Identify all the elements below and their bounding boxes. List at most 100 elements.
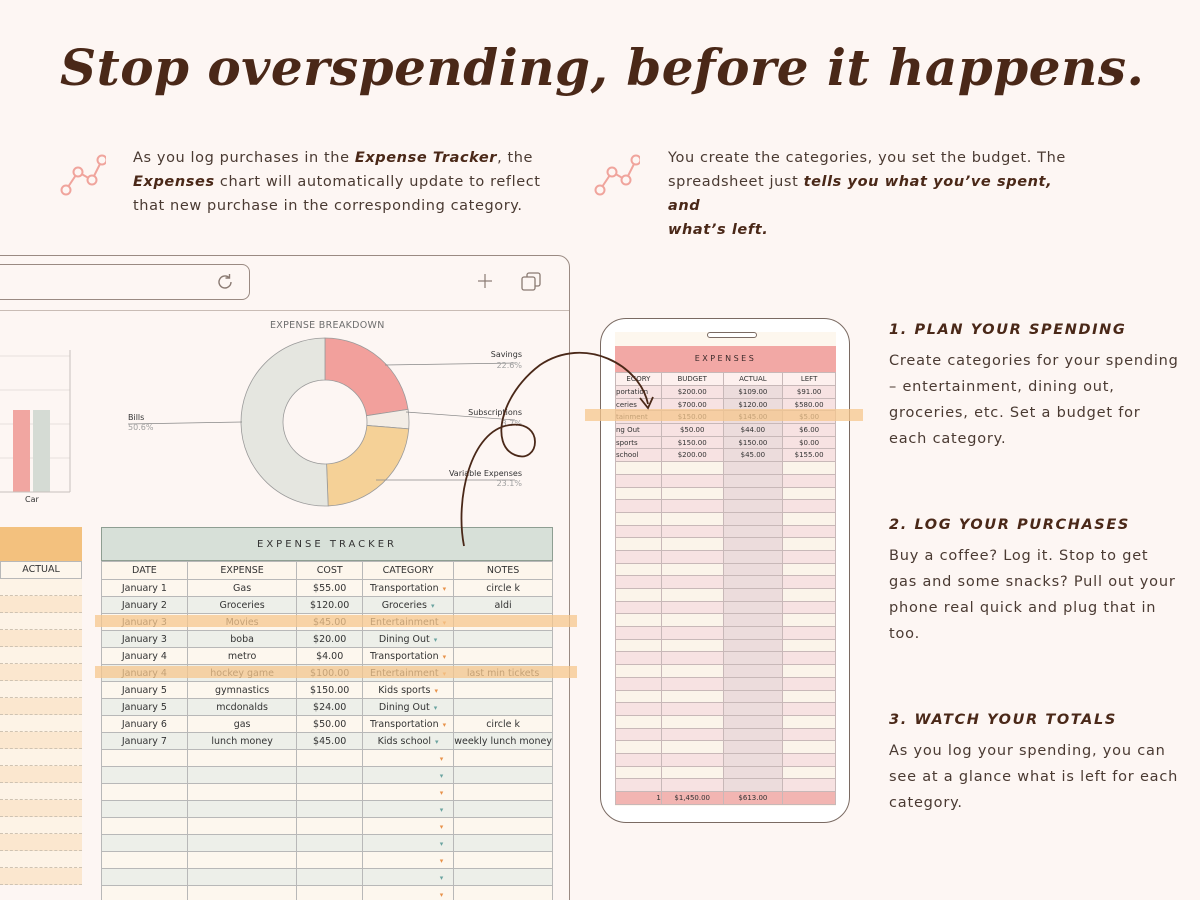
table-cell[interactable]: January 5 — [101, 681, 188, 699]
chevron-down-icon[interactable]: ▾ — [439, 754, 444, 763]
table-cell[interactable] — [101, 766, 188, 784]
table-cell[interactable]: $45.00 — [296, 732, 363, 750]
table-row[interactable]: January 6 gas $50.00 Transportation ▾ circle … — [101, 715, 553, 733]
table-cell[interactable] — [615, 651, 662, 666]
category-select[interactable]: Dining Out ▾ — [361, 698, 455, 716]
table-cell[interactable]: boba — [186, 630, 298, 648]
table-row[interactable]: sports $150.00 $150.00 $0.00 — [615, 435, 836, 450]
table-cell[interactable]: $700.00 — [660, 397, 724, 412]
table-cell[interactable] — [296, 800, 363, 818]
category-select[interactable]: Kids school ▾ — [361, 732, 455, 750]
table-cell[interactable] — [615, 676, 662, 691]
table-row[interactable] — [615, 461, 836, 475]
table-cell[interactable] — [722, 562, 784, 577]
table-row[interactable] — [615, 752, 836, 767]
table-cell[interactable]: weekly lunch money — [453, 732, 553, 750]
table-cell[interactable] — [782, 588, 836, 602]
table-cell[interactable] — [615, 714, 662, 729]
table-row[interactable] — [615, 740, 836, 754]
table-cell[interactable] — [186, 783, 298, 801]
table-cell[interactable] — [615, 486, 662, 501]
table-row[interactable] — [615, 499, 836, 513]
table-cell[interactable] — [782, 499, 836, 513]
table-row[interactable]: January 5 gymnastics $150.00 Kids sports ▾ — [101, 681, 553, 699]
chevron-down-icon[interactable]: ▾ — [439, 890, 444, 899]
table-cell[interactable] — [722, 676, 784, 691]
table-cell[interactable] — [186, 817, 298, 835]
table-cell[interactable] — [296, 749, 363, 767]
table-cell[interactable] — [722, 651, 784, 666]
table-row[interactable] — [615, 588, 836, 602]
table-cell[interactable] — [660, 664, 724, 678]
table-cell[interactable] — [660, 575, 724, 589]
table-row[interactable] — [615, 638, 836, 653]
table-cell[interactable] — [782, 714, 836, 729]
table-cell[interactable]: $91.00 — [782, 385, 836, 399]
table-cell[interactable]: $120.00 — [296, 596, 363, 614]
table-row[interactable] — [615, 664, 836, 678]
table-cell[interactable]: ▾ — [361, 817, 455, 835]
table-cell[interactable] — [186, 800, 298, 818]
table-cell[interactable] — [186, 885, 298, 900]
table-cell[interactable]: $109.00 — [722, 385, 784, 399]
table-cell[interactable] — [782, 702, 836, 716]
table-cell[interactable] — [101, 749, 188, 767]
table-cell[interactable] — [101, 800, 188, 818]
table-cell[interactable] — [722, 511, 784, 526]
chevron-down-icon[interactable]: ▾ — [433, 635, 438, 644]
table-cell[interactable] — [660, 626, 724, 640]
table-cell[interactable] — [660, 740, 724, 754]
table-cell[interactable] — [722, 727, 784, 742]
table-cell[interactable]: aldi — [453, 596, 553, 614]
table-cell[interactable] — [722, 549, 784, 564]
table-row[interactable] — [615, 651, 836, 666]
table-cell[interactable] — [782, 524, 836, 539]
table-cell[interactable] — [782, 664, 836, 678]
table-cell[interactable] — [660, 562, 724, 577]
table-cell[interactable] — [615, 638, 662, 653]
table-cell[interactable]: ▾ — [361, 749, 455, 767]
chevron-down-icon[interactable]: ▾ — [439, 839, 444, 848]
table-cell[interactable]: $44.00 — [722, 423, 784, 437]
table-row[interactable]: January 1 Gas $55.00 Transportation ▾ circle … — [101, 579, 553, 597]
chevron-down-icon[interactable]: ▾ — [439, 805, 444, 814]
chevron-down-icon[interactable]: ▾ — [439, 822, 444, 831]
table-cell[interactable] — [722, 461, 784, 475]
table-cell[interactable] — [615, 664, 662, 678]
table-cell[interactable] — [782, 727, 836, 742]
table-cell[interactable] — [782, 473, 836, 488]
table-cell[interactable] — [296, 834, 363, 852]
table-cell[interactable]: $200.00 — [660, 448, 724, 463]
table-cell[interactable] — [615, 562, 662, 577]
table-cell[interactable] — [660, 651, 724, 666]
table-cell[interactable] — [722, 588, 784, 602]
table-row[interactable] — [615, 524, 836, 539]
table-cell[interactable]: gas — [186, 715, 298, 733]
category-select[interactable]: Transportation ▾ — [361, 715, 455, 733]
table-cell[interactable] — [722, 664, 784, 678]
category-select[interactable]: Transportation ▾ — [361, 579, 455, 597]
table-row[interactable] — [615, 511, 836, 526]
table-cell[interactable] — [722, 626, 784, 640]
table-cell[interactable] — [782, 651, 836, 666]
table-cell[interactable] — [782, 765, 836, 780]
table-cell[interactable] — [453, 766, 553, 784]
table-row[interactable] — [615, 714, 836, 729]
table-cell[interactable] — [615, 740, 662, 754]
table-cell[interactable] — [782, 600, 836, 615]
table-cell[interactable] — [296, 885, 363, 900]
table-cell[interactable] — [615, 473, 662, 488]
table-cell[interactable] — [186, 749, 298, 767]
table-cell[interactable] — [722, 613, 784, 628]
table-cell[interactable] — [722, 499, 784, 513]
table-cell[interactable] — [722, 638, 784, 653]
table-cell[interactable] — [782, 537, 836, 551]
table-cell[interactable] — [722, 778, 784, 792]
table-row[interactable]: ▾ — [101, 783, 553, 801]
table-cell[interactable]: portation — [615, 385, 662, 399]
table-cell[interactable] — [296, 766, 363, 784]
table-cell[interactable] — [453, 817, 553, 835]
table-cell[interactable] — [660, 524, 724, 539]
table-cell[interactable]: January 7 — [101, 732, 188, 750]
table-cell[interactable] — [660, 676, 724, 691]
